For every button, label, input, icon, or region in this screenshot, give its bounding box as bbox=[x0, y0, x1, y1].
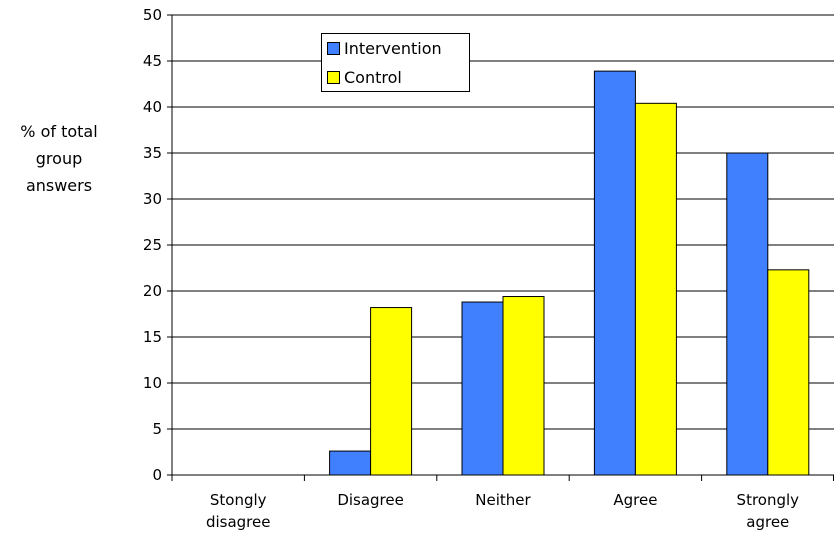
x-tick-label: Strongly agree bbox=[737, 491, 800, 531]
y-axis-label: % of total group answers bbox=[0, 118, 118, 199]
bar-control-3 bbox=[634, 102, 677, 476]
bar-control-2 bbox=[502, 296, 545, 476]
x-tick-label-line: Agree bbox=[613, 491, 657, 509]
legend: Intervention Control bbox=[321, 33, 470, 92]
legend-item-control: Control bbox=[327, 67, 402, 87]
y-tick-label: 15 bbox=[143, 328, 162, 346]
y-axis-label-line-3: answers bbox=[25, 176, 93, 195]
y-axis-label-line-1: % of total bbox=[20, 122, 98, 141]
x-tick-labels: Stongly disagree Disagree Neither Agree Stron… bbox=[206, 491, 799, 531]
x-tick-label-line: Neither bbox=[475, 491, 531, 509]
y-tick-label: 10 bbox=[143, 374, 162, 392]
y-tick-label: 40 bbox=[143, 98, 162, 116]
x-tick-label-line: Disagree bbox=[337, 491, 404, 509]
bar-intervention-2 bbox=[461, 301, 504, 476]
x-tick-label-line: Stongly bbox=[210, 491, 267, 509]
legend-swatch-intervention bbox=[327, 41, 340, 55]
y-axis-label-line-2: group bbox=[35, 149, 83, 168]
legend-swatch-control bbox=[327, 70, 340, 84]
gridlines bbox=[172, 14, 834, 430]
x-tick-label: Stongly disagree bbox=[206, 491, 271, 531]
bars bbox=[329, 70, 810, 476]
y-tick-label: 35 bbox=[143, 144, 162, 162]
x-tick-label: Disagree bbox=[337, 491, 404, 509]
bar-control-4 bbox=[767, 269, 810, 476]
legend-item-intervention: Intervention bbox=[327, 38, 442, 58]
x-tick-label: Agree bbox=[613, 491, 657, 509]
x-tick-label-line: agree bbox=[746, 513, 789, 531]
axes bbox=[167, 14, 834, 481]
y-tick-labels: 0 5 10 15 20 25 30 35 40 45 50 bbox=[143, 6, 162, 484]
y-tick-label: 0 bbox=[152, 466, 162, 484]
y-tick-label: 20 bbox=[143, 282, 162, 300]
bar-intervention-4 bbox=[726, 152, 769, 476]
y-tick-label: 25 bbox=[143, 236, 162, 254]
y-tick-label: 30 bbox=[143, 190, 162, 208]
y-tick-label: 5 bbox=[152, 420, 162, 438]
x-tick-label-line: disagree bbox=[206, 513, 271, 531]
y-tick-label: 50 bbox=[143, 6, 162, 24]
y-tick-label: 45 bbox=[143, 52, 162, 70]
bar-intervention-3 bbox=[593, 70, 636, 476]
legend-label-intervention: Intervention bbox=[344, 38, 442, 58]
bar-intervention-1 bbox=[329, 450, 372, 476]
bar-control-1 bbox=[370, 307, 413, 476]
x-tick-label: Neither bbox=[475, 491, 531, 509]
x-tick-label-line: Strongly bbox=[737, 491, 800, 509]
legend-label-control: Control bbox=[344, 67, 402, 87]
